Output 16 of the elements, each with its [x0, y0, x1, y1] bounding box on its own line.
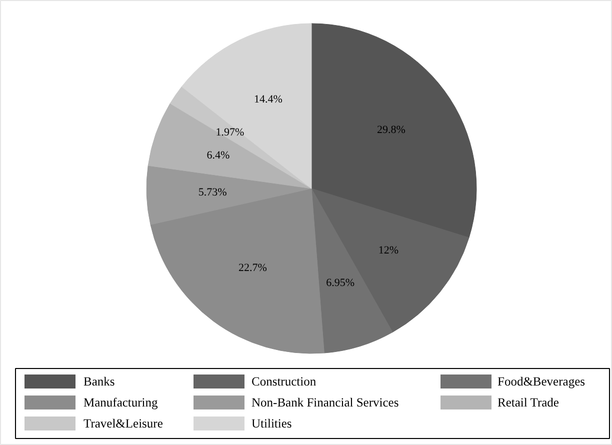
legend-label: Utilities	[252, 416, 292, 430]
data-label: 22.7%	[238, 262, 267, 274]
legend-label: Construction	[252, 374, 317, 388]
legend-label: Non-Bank Financial Services	[252, 396, 399, 410]
data-label: 6.4%	[206, 149, 230, 162]
legend-label: Manufacturing	[84, 396, 159, 410]
data-label: 29.8%	[377, 124, 406, 136]
data-label: 14.4%	[254, 93, 282, 106]
legend-label: Travel&Leisure	[84, 416, 164, 430]
legend-label: Retail Trade	[498, 396, 560, 410]
legend-label: Banks	[84, 374, 115, 388]
data-label: 5.73%	[198, 186, 227, 199]
data-label: 6.95%	[326, 277, 355, 290]
legend-label: Food&Beverages	[498, 374, 586, 388]
data-label: 12%	[378, 244, 399, 257]
data-label: 1.97%	[216, 126, 244, 138]
